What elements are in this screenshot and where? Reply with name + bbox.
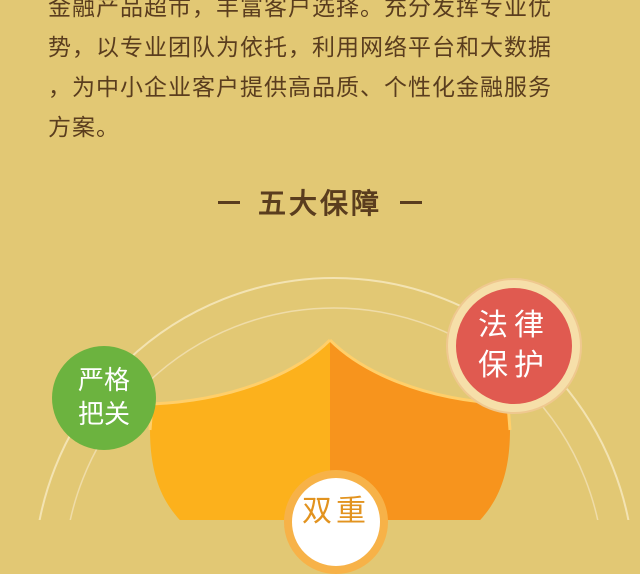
- intro-line: ，为中小企业客户提供高品质、个性化金融服务: [48, 75, 552, 101]
- center-badge-label: 双重: [302, 494, 370, 529]
- section-heading: 五大保障: [0, 182, 640, 222]
- badge-label: 严格: [77, 366, 130, 396]
- inner-ring: [69, 307, 599, 520]
- badge-strict-control: 严格 把关: [52, 346, 156, 450]
- badge-label: 法律: [478, 308, 550, 343]
- intro-line: 金融产品超市，丰富客户选择。充分发挥专业优: [48, 0, 552, 21]
- right-dash: [400, 200, 422, 204]
- left-dash: [217, 200, 240, 204]
- badge-label: 把关: [77, 400, 130, 430]
- shield-shape-left: [150, 340, 330, 520]
- badge-legal-protection: 法律 保护: [456, 288, 572, 404]
- section-title-text: 五大保障: [257, 187, 382, 220]
- guarantee-diagram: [38, 277, 630, 520]
- outer-ring: [38, 277, 630, 520]
- badge-label: 保护: [478, 348, 550, 383]
- intro-line: 势，以专业团队为依托，利用网络平台和大数据: [48, 35, 552, 61]
- intro-line: 方案。: [48, 115, 120, 141]
- shield-shape-right: [330, 340, 510, 520]
- intro-paragraph: 金融产品超市，丰富客户选择。充分发挥专业优 势，以专业团队为依托，利用网络平台和…: [48, 0, 608, 148]
